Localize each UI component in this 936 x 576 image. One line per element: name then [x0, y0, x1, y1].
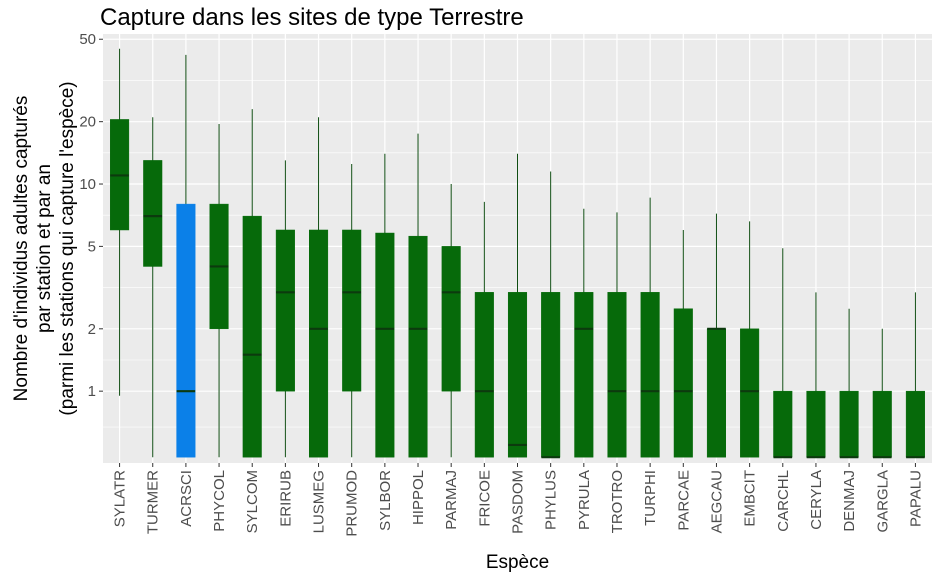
box-carchl	[773, 248, 793, 459]
x-tick-label: TROTRO	[609, 470, 626, 533]
box-body	[176, 203, 196, 458]
box-hippol	[408, 133, 428, 458]
box-body	[740, 328, 760, 458]
box-body	[839, 390, 859, 458]
box-papalu	[905, 292, 925, 459]
box-phylus	[541, 171, 561, 459]
x-tick-label: SYLCOM	[244, 470, 261, 533]
box-body	[574, 292, 594, 458]
box-pasdom	[507, 153, 528, 458]
x-tick-label: EMBCIT	[742, 470, 759, 527]
box-prumod	[342, 163, 362, 458]
box-body	[806, 390, 826, 458]
box-denmaj	[839, 308, 859, 459]
box-body	[408, 235, 428, 458]
x-tick-label: HIPPOL	[410, 470, 427, 525]
x-tick-label: SYLBOR	[377, 470, 394, 531]
box-body	[607, 292, 627, 458]
x-tick-label: AEGCAU	[708, 470, 725, 533]
box-embcit	[740, 221, 760, 458]
box-body	[507, 292, 528, 458]
box-body	[474, 292, 494, 458]
y-tick-label: 20	[79, 114, 96, 131]
box-body	[309, 229, 329, 458]
x-tick-label: PARMAJ	[443, 470, 460, 530]
x-tick-label: SYLATR	[112, 470, 129, 527]
x-tick-label: CARCHL	[775, 470, 792, 532]
box-sylcom	[242, 109, 262, 458]
chart-title: Capture dans les sites de type Terrestre	[100, 4, 524, 31]
box-ceryla	[806, 292, 826, 459]
x-ticks: SYLATR TURMER ACRSCI PHYCOL SYLCOM ERIRUB LUSM…	[112, 463, 924, 537]
x-tick-label: PHYLUS	[543, 470, 560, 530]
box-gargla	[872, 328, 892, 459]
box-body	[673, 308, 693, 458]
y-axis-title-line: par station et par an	[34, 164, 55, 333]
box-acrsci	[176, 54, 196, 458]
x-tick-label: LUSMEG	[311, 470, 328, 533]
x-tick-label: PASDOM	[510, 470, 527, 534]
box-turphi	[640, 197, 660, 458]
box-pyrula	[574, 208, 594, 458]
x-tick-label: DENMAJ	[841, 470, 858, 532]
x-tick-label: CERYLA	[808, 470, 825, 530]
box-body	[905, 390, 925, 458]
box-body	[773, 390, 793, 458]
box-lusmeg	[309, 117, 329, 458]
box-body	[143, 160, 163, 267]
x-tick-label: PYRULA	[576, 470, 593, 530]
box-parmaj	[441, 184, 461, 458]
box-body	[342, 229, 362, 392]
box-sylatr	[110, 48, 130, 396]
x-axis-title: Espèce	[486, 552, 549, 573]
x-tick-label: PARCAE	[675, 470, 692, 531]
box-fricoe	[474, 201, 494, 458]
x-tick-label: FRICOE	[476, 470, 493, 527]
box-phycol	[209, 123, 229, 458]
box-erirub	[275, 160, 295, 458]
box-body	[375, 232, 395, 458]
box-sylbor	[375, 153, 395, 458]
box-trotro	[607, 212, 627, 458]
x-tick-label: TURPHI	[642, 470, 659, 526]
y-tick-label: 5	[88, 238, 96, 255]
y-tick-label: 50	[79, 31, 96, 48]
box-body	[541, 292, 561, 458]
x-tick-label: GARGLA	[874, 470, 891, 533]
x-tick-label: PRUMOD	[344, 470, 361, 537]
y-tick-label: 10	[79, 176, 96, 193]
box-body	[872, 390, 892, 458]
y-axis-title-line: Nombre d'individus adultes capturés	[11, 96, 32, 402]
y-axis-title-line: (parmi les stations qui capture l'espèce…	[57, 81, 78, 415]
y-axis-title: Nombre d'individus adultes capturés par s…	[11, 81, 78, 415]
box-parcae	[673, 229, 693, 458]
box-body	[441, 246, 461, 392]
box-body	[706, 328, 726, 458]
boxes	[110, 48, 925, 459]
x-tick-label: TURMER	[145, 470, 162, 534]
box-turmer	[143, 117, 163, 458]
x-tick-label: PHYCOL	[211, 470, 228, 532]
box-body	[640, 292, 660, 458]
x-tick-label: PAPALU	[907, 470, 924, 527]
x-tick-label: ACRSCI	[178, 470, 195, 527]
box-aegcau	[706, 213, 726, 458]
y-tick-label: 2	[88, 321, 96, 338]
box-body	[242, 215, 262, 458]
x-tick-label: ERIRUB	[277, 470, 294, 527]
y-ticks: 1 2 5 10 20 50	[79, 31, 103, 400]
box-body	[275, 229, 295, 392]
y-tick-label: 1	[88, 383, 96, 400]
